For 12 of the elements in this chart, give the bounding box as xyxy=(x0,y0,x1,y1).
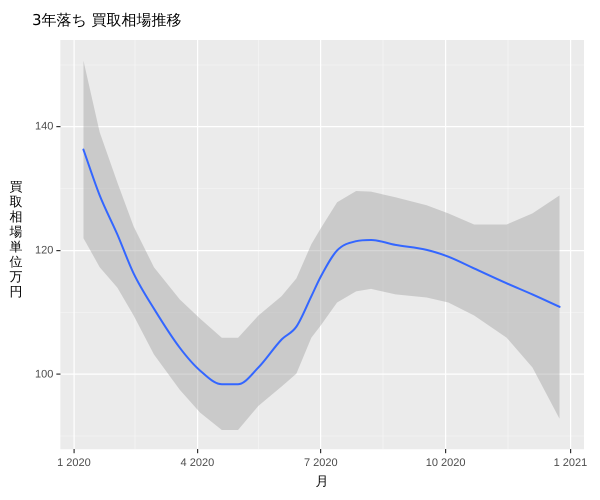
y-axis-title: 買取相場単位万円 xyxy=(8,180,24,300)
y-tick-label: 120 xyxy=(34,244,54,257)
y-tick-label: 140 xyxy=(34,120,54,133)
x-tick-label: 1 2020 xyxy=(57,456,91,469)
x-tick-label: 1 2021 xyxy=(554,456,588,469)
x-tick-label: 10 2020 xyxy=(426,456,466,469)
chart-title: 3年落ち 買取相場推移 xyxy=(32,10,182,29)
x-axis-title: 月 xyxy=(316,474,329,490)
line-series xyxy=(82,148,561,386)
x-tick-label: 7 2020 xyxy=(304,456,338,469)
y-tick-label: 100 xyxy=(34,368,54,380)
x-tick-label: 4 2020 xyxy=(180,456,214,469)
